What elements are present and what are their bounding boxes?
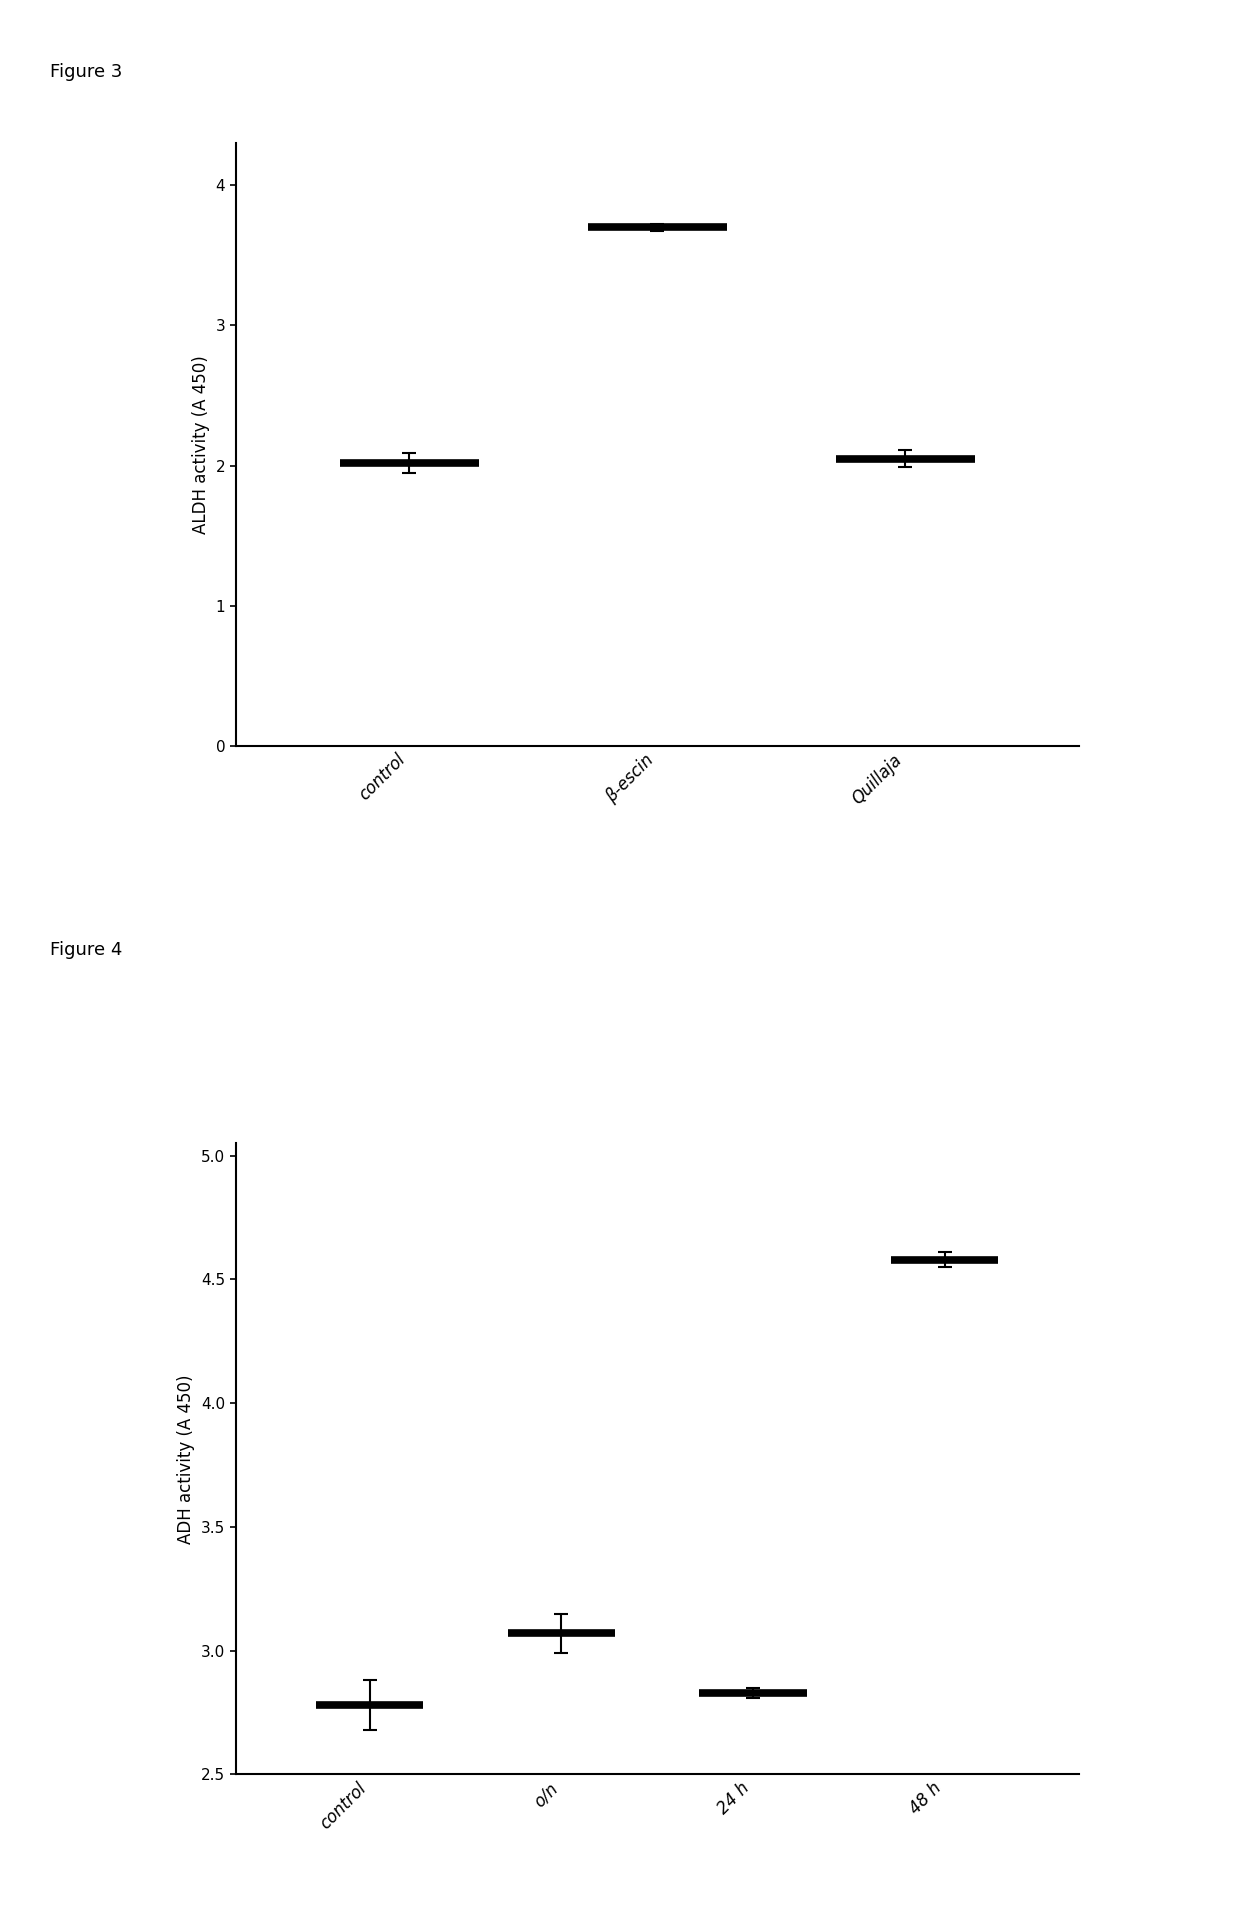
Text: Figure 4: Figure 4 bbox=[50, 941, 122, 958]
Text: Figure 3: Figure 3 bbox=[50, 63, 122, 80]
Y-axis label: ALDH activity (A 450): ALDH activity (A 450) bbox=[192, 356, 210, 533]
Y-axis label: ADH activity (A 450): ADH activity (A 450) bbox=[177, 1375, 196, 1543]
